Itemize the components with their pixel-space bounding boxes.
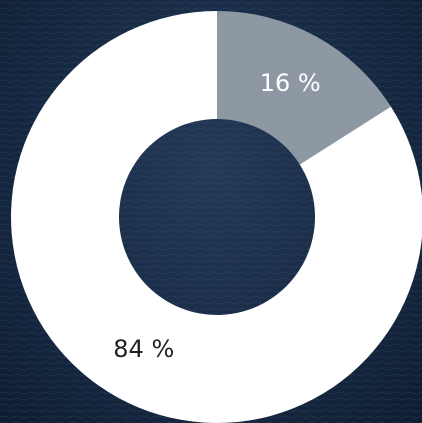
donut-segment [217,11,391,165]
value-label: 16 % [260,69,321,97]
donut-segment [11,11,422,423]
value-label: 84 % [113,335,174,363]
